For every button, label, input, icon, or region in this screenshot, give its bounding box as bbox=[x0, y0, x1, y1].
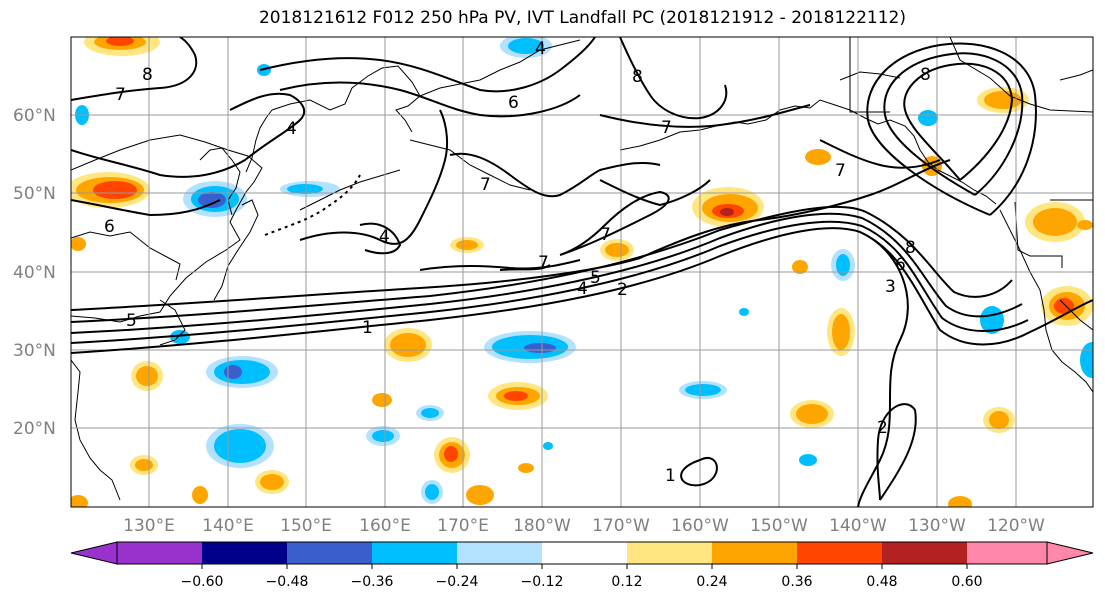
colorbar-segment bbox=[967, 542, 1047, 564]
contour-label: 4 bbox=[286, 119, 297, 139]
colorbar-tick-label: 0.12 bbox=[611, 574, 642, 590]
contour-label: 5 bbox=[126, 311, 137, 331]
lon-label: 150°W bbox=[750, 516, 808, 536]
contour-label: 8 bbox=[142, 65, 153, 85]
lon-label: 120°W bbox=[987, 516, 1045, 536]
colorbar-tick-label: −0.24 bbox=[436, 574, 479, 590]
colorbar-tick-label: 0.36 bbox=[781, 574, 812, 590]
negative-anomaly-patches bbox=[75, 37, 1093, 504]
contour-label: 4 bbox=[379, 227, 390, 247]
colorbar-segment bbox=[882, 542, 967, 564]
contour-label: 6 bbox=[508, 93, 519, 113]
contour-label: 8 bbox=[920, 65, 931, 85]
contour-label: 7 bbox=[835, 161, 846, 181]
contour-label: 4 bbox=[535, 39, 546, 59]
contour-labels: 1 2 3 4 4 4 5 5 6 6 6 7 7 7 7 7 7 8 8 8 … bbox=[104, 39, 931, 486]
map-title: 2018121612 F012 250 hPa PV, IVT Landfall… bbox=[258, 8, 906, 28]
contour-label: 6 bbox=[895, 255, 906, 275]
contour-label: 1 bbox=[665, 466, 676, 486]
lat-label-40n: 40°N bbox=[13, 263, 56, 283]
colorbar-ticks bbox=[201, 564, 968, 569]
lat-label-50n: 50°N bbox=[13, 184, 56, 204]
lon-label: 160°W bbox=[671, 516, 729, 536]
contour-label: 4 bbox=[577, 279, 588, 299]
colorbar-arrow-min bbox=[70, 541, 118, 565]
contour-label: 2 bbox=[877, 418, 888, 438]
lon-label: 150°E bbox=[280, 516, 332, 536]
lon-label: 140°W bbox=[829, 516, 887, 536]
contour-label: 7 bbox=[480, 175, 491, 195]
anomaly-shading bbox=[71, 37, 1093, 507]
lon-label: 170°W bbox=[592, 516, 650, 536]
contour-label: 3 bbox=[885, 277, 896, 297]
colorbar-segment bbox=[202, 542, 287, 564]
lon-label: 140°E bbox=[202, 516, 254, 536]
colorbar-segment bbox=[287, 542, 372, 564]
positive-anomaly-patches bbox=[71, 37, 1093, 507]
colorbar-tick-label: 0.48 bbox=[866, 574, 897, 590]
lat-label-20n: 20°N bbox=[13, 419, 56, 439]
gridlines bbox=[71, 37, 1093, 507]
lon-label: 130°W bbox=[908, 516, 966, 536]
contour-label: 1 bbox=[362, 318, 373, 338]
colorbar-segment bbox=[542, 542, 627, 564]
pv-contours bbox=[71, 37, 1093, 507]
lon-label: 180°W bbox=[513, 516, 571, 536]
contour-label: 8 bbox=[905, 238, 916, 258]
colorbar-tick-label: −0.60 bbox=[181, 574, 224, 590]
lat-label-60n: 60°N bbox=[13, 106, 56, 126]
contour-label: 6 bbox=[104, 217, 115, 237]
lon-label: 160°E bbox=[359, 516, 411, 536]
colorbar-tick-label: 0.60 bbox=[951, 574, 982, 590]
colorbar-tick-label: −0.48 bbox=[266, 574, 309, 590]
contour-label: 7 bbox=[115, 85, 126, 105]
contour-label: 7 bbox=[600, 225, 611, 245]
contour-label: 5 bbox=[590, 268, 601, 288]
colorbar-segment bbox=[457, 542, 542, 564]
colorbar-segment bbox=[797, 542, 882, 564]
colorbar-segment bbox=[712, 542, 797, 564]
dashed-contour bbox=[264, 174, 361, 236]
contour-label: 7 bbox=[538, 253, 549, 273]
colorbar-segment bbox=[627, 542, 712, 564]
colorbar-arrow-max bbox=[1046, 541, 1094, 565]
colorbar-tick-label: 0.24 bbox=[696, 574, 727, 590]
lon-label: 130°E bbox=[123, 516, 175, 536]
colorbar-outline bbox=[116, 541, 1048, 565]
longitude-labels: 130°E 140°E 150°E 160°E 170°E 180°W 170°… bbox=[123, 516, 1045, 536]
colorbar-tick-label: −0.36 bbox=[351, 574, 394, 590]
colorbar-tick-label: −0.12 bbox=[521, 574, 564, 590]
contour-label: 8 bbox=[632, 67, 643, 87]
colorbar-segment bbox=[372, 542, 457, 564]
lat-label-30n: 30°N bbox=[13, 341, 56, 361]
colorbar: −0.60 −0.48 −0.36 −0.24 −0.12 0.12 0.24 … bbox=[70, 541, 1094, 590]
contour-label: 2 bbox=[617, 280, 628, 300]
lon-label: 170°E bbox=[437, 516, 489, 536]
contour-label: 7 bbox=[661, 118, 672, 138]
map-border bbox=[70, 36, 1094, 508]
colorbar-segment bbox=[117, 542, 202, 564]
latitude-labels: 60°N 50°N 40°N 30°N 20°N bbox=[13, 106, 56, 439]
